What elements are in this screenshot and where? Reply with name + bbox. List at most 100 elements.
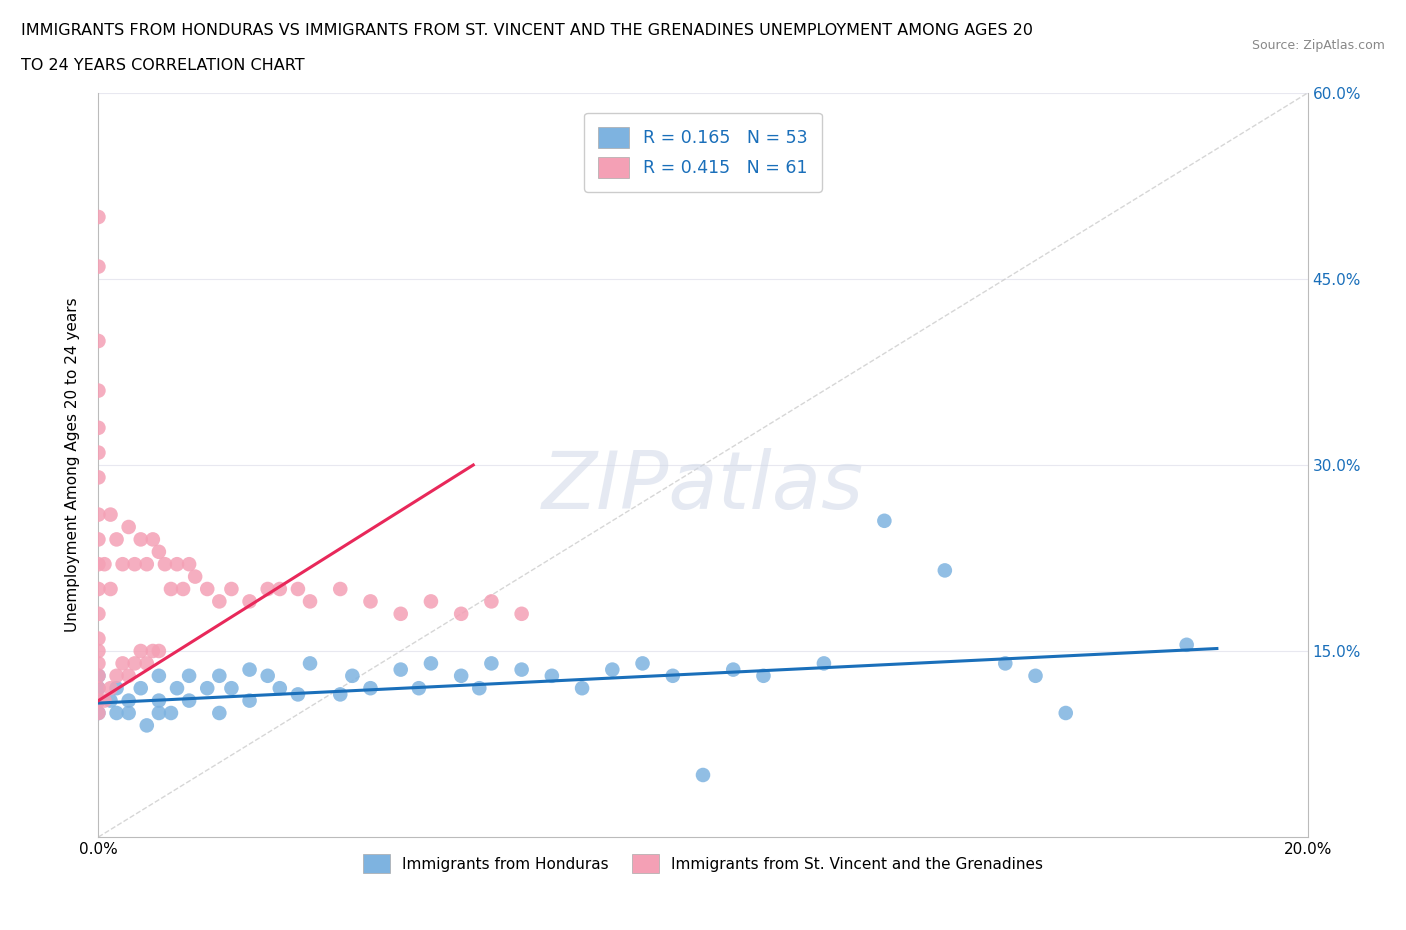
Point	[179, 669, 201, 684]
Point	[87, 706, 110, 721]
Point	[360, 594, 382, 609]
Point	[813, 656, 835, 671]
Point	[256, 669, 278, 684]
Point	[111, 656, 134, 671]
Point	[510, 606, 533, 621]
Point	[723, 662, 745, 677]
Point	[468, 681, 491, 696]
Point	[342, 669, 364, 684]
Point	[93, 693, 115, 708]
Point	[160, 581, 183, 596]
Point	[160, 706, 183, 721]
Point	[148, 544, 170, 559]
Point	[873, 513, 896, 528]
Point	[105, 669, 128, 684]
Point	[287, 581, 309, 596]
Y-axis label: Unemployment Among Ages 20 to 24 years: Unemployment Among Ages 20 to 24 years	[65, 298, 80, 632]
Point	[124, 656, 146, 671]
Text: ZIPatlas: ZIPatlas	[541, 448, 865, 526]
Point	[481, 656, 503, 671]
Point	[105, 681, 128, 696]
Point	[148, 644, 170, 658]
Point	[87, 669, 110, 684]
Point	[87, 209, 110, 224]
Point	[100, 681, 122, 696]
Point	[450, 606, 472, 621]
Point	[118, 693, 141, 708]
Point	[287, 687, 309, 702]
Point	[124, 557, 146, 572]
Point	[166, 681, 188, 696]
Point	[269, 681, 291, 696]
Text: TO 24 YEARS CORRELATION CHART: TO 24 YEARS CORRELATION CHART	[21, 58, 305, 73]
Point	[118, 520, 141, 535]
Point	[631, 656, 654, 671]
Point	[111, 557, 134, 572]
Point	[105, 532, 128, 547]
Point	[602, 662, 624, 677]
Point	[135, 656, 157, 671]
Point	[100, 693, 122, 708]
Point	[299, 656, 322, 671]
Point	[118, 669, 141, 684]
Legend: Immigrants from Honduras, Immigrants from St. Vincent and the Grenadines: Immigrants from Honduras, Immigrants fro…	[350, 842, 1056, 885]
Point	[87, 606, 110, 621]
Point	[87, 681, 110, 696]
Point	[153, 557, 176, 572]
Point	[1024, 669, 1046, 684]
Point	[420, 656, 443, 671]
Point	[129, 681, 152, 696]
Point	[87, 581, 110, 596]
Point	[256, 581, 278, 596]
Point	[360, 681, 382, 696]
Point	[179, 693, 201, 708]
Point	[172, 581, 194, 596]
Point	[934, 563, 956, 578]
Point	[221, 681, 243, 696]
Point	[87, 706, 110, 721]
Point	[87, 669, 110, 684]
Point	[166, 557, 188, 572]
Point	[100, 507, 122, 522]
Point	[129, 532, 152, 547]
Point	[87, 532, 110, 547]
Point	[87, 681, 110, 696]
Text: IMMIGRANTS FROM HONDURAS VS IMMIGRANTS FROM ST. VINCENT AND THE GRENADINES UNEMP: IMMIGRANTS FROM HONDURAS VS IMMIGRANTS F…	[21, 23, 1033, 38]
Point	[135, 718, 157, 733]
Text: Source: ZipAtlas.com: Source: ZipAtlas.com	[1251, 39, 1385, 52]
Point	[510, 662, 533, 677]
Point	[239, 662, 262, 677]
Point	[87, 656, 110, 671]
Point	[208, 706, 231, 721]
Point	[87, 334, 110, 349]
Point	[571, 681, 593, 696]
Point	[408, 681, 430, 696]
Point	[184, 569, 207, 584]
Point	[329, 687, 352, 702]
Point	[87, 631, 110, 646]
Point	[87, 445, 110, 460]
Point	[1175, 637, 1198, 652]
Point	[87, 383, 110, 398]
Point	[329, 581, 352, 596]
Point	[208, 669, 231, 684]
Point	[87, 557, 110, 572]
Point	[221, 581, 243, 596]
Point	[540, 669, 562, 684]
Point	[142, 532, 165, 547]
Point	[87, 259, 110, 274]
Point	[195, 681, 218, 696]
Point	[195, 581, 218, 596]
Point	[148, 669, 170, 684]
Point	[87, 644, 110, 658]
Point	[148, 693, 170, 708]
Point	[661, 669, 683, 684]
Point	[389, 662, 412, 677]
Point	[239, 594, 262, 609]
Point	[142, 644, 165, 658]
Point	[93, 557, 115, 572]
Point	[118, 706, 141, 721]
Point	[87, 470, 110, 485]
Point	[420, 594, 443, 609]
Point	[105, 706, 128, 721]
